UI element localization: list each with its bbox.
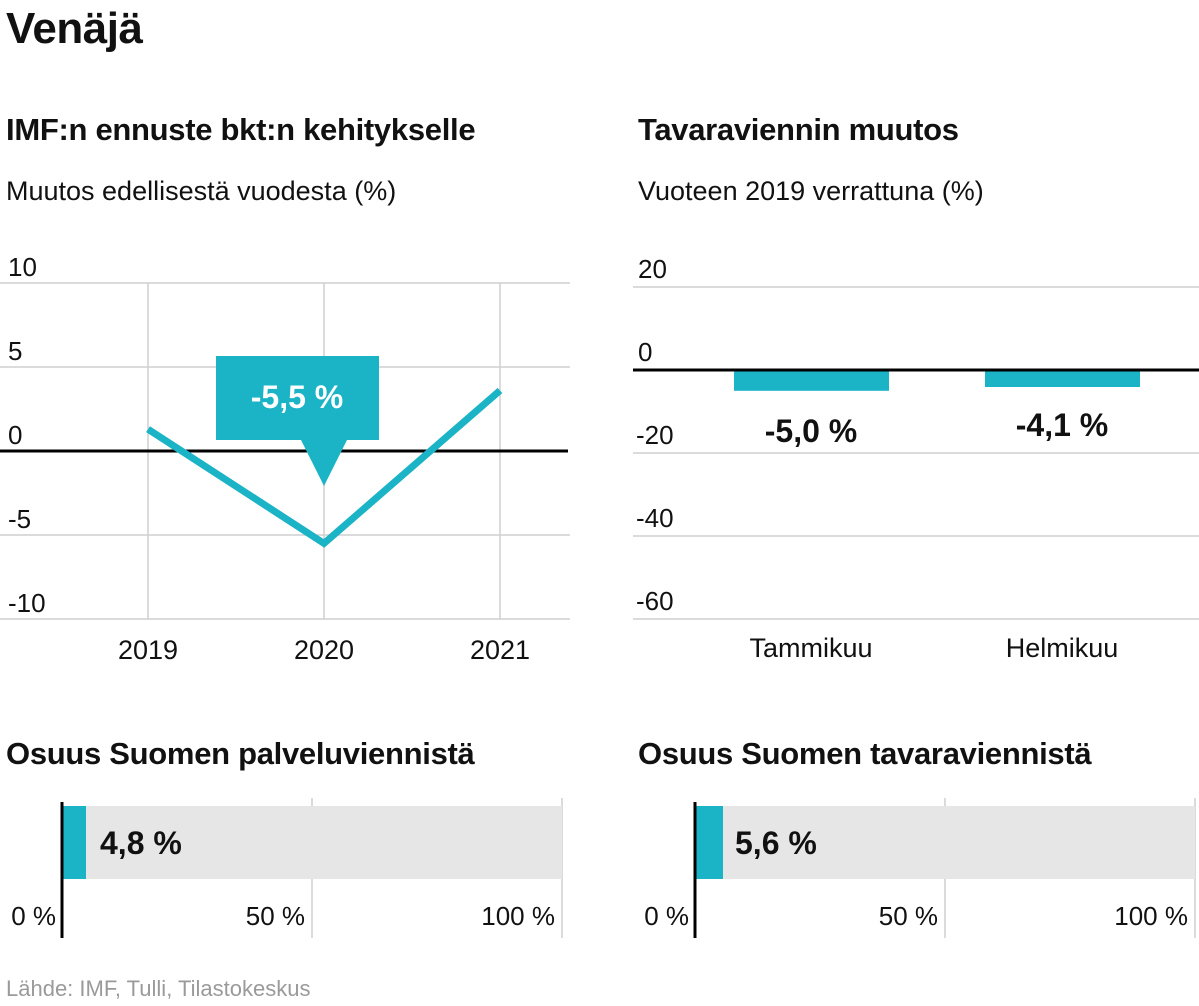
goods-share-value-label: 5,6 %: [735, 825, 817, 861]
exports-bar-tammikuu: [734, 370, 889, 391]
services-share-title: Osuus Suomen palveluviennistä: [6, 736, 475, 771]
gdp-callout: -5,5 %: [216, 356, 379, 486]
gdp-xtick-2019: 2019: [118, 635, 178, 665]
services-share-bar: [62, 806, 86, 879]
exports-grid: [633, 286, 1199, 620]
goods-share-tick-0: 0 %: [644, 901, 689, 931]
gdp-series-line: [146, 387, 503, 548]
gdp-chart-subtitle: Muutos edellisestä vuodesta (%): [6, 176, 397, 206]
exports-bar-label-helmikuu: -4,1 %: [1016, 407, 1108, 443]
goods-share-tick-50: 50 %: [879, 901, 938, 931]
source-note: Lähde: IMF, Tulli, Tilastokeskus: [6, 976, 311, 1001]
gdp-callout-box: [216, 356, 379, 486]
gdp-ytick-5: 5: [8, 336, 22, 366]
goods-share-bar-background: [695, 806, 1195, 879]
goods-share-tick-100: 100 %: [1114, 901, 1188, 931]
services-share-chart: 4,8 % 0 % 50 % 100 %: [11, 798, 563, 938]
gdp-chart-title: IMF:n ennuste bkt:n kehitykselle: [6, 112, 476, 147]
exports-chart-subtitle: Vuoteen 2019 verrattuna (%): [638, 176, 984, 206]
services-share-bar-background: [62, 806, 562, 879]
goods-share-chart: 5,6 % 0 % 50 % 100 %: [644, 798, 1196, 938]
gdp-xtick-2020: 2020: [294, 635, 354, 665]
exports-chart-title: Tavaraviennin muutos: [638, 112, 959, 147]
gdp-ytick-minus5: -5: [8, 504, 31, 534]
gdp-xtick-2021: 2021: [470, 635, 530, 665]
services-share-tick-0: 0 %: [11, 901, 56, 931]
gdp-grid: [0, 282, 570, 620]
exports-ytick-minus20: -20: [636, 420, 674, 450]
exports-xtick-tammikuu: Tammikuu: [749, 633, 872, 663]
gdp-ytick-10: 10: [8, 252, 37, 282]
exports-bar-helmikuu: [985, 370, 1140, 387]
goods-share-title: Osuus Suomen tavaraviennistä: [638, 736, 1092, 771]
gdp-callout-label: -5,5 %: [251, 379, 343, 415]
goods-share-bar: [695, 806, 723, 879]
services-share-value-label: 4,8 %: [100, 825, 182, 861]
main-title: Venäjä: [6, 4, 143, 53]
exports-ytick-20: 20: [638, 254, 667, 284]
exports-ytick-minus60: -60: [636, 586, 674, 616]
exports-ytick-0: 0: [638, 337, 652, 367]
gdp-ytick-minus10: -10: [8, 588, 46, 618]
exports-xtick-helmikuu: Helmikuu: [1006, 633, 1119, 663]
exports-ytick-minus40: -40: [636, 503, 674, 533]
services-share-tick-100: 100 %: [481, 901, 555, 931]
exports-bar-label-tammikuu: -5,0 %: [765, 413, 857, 449]
gdp-ytick-0: 0: [8, 420, 22, 450]
services-share-tick-50: 50 %: [246, 901, 305, 931]
